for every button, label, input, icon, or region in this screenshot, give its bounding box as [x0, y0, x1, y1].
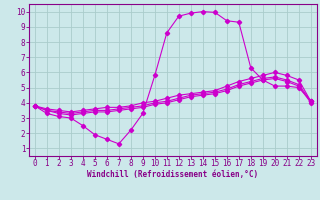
X-axis label: Windchill (Refroidissement éolien,°C): Windchill (Refroidissement éolien,°C) — [87, 170, 258, 179]
